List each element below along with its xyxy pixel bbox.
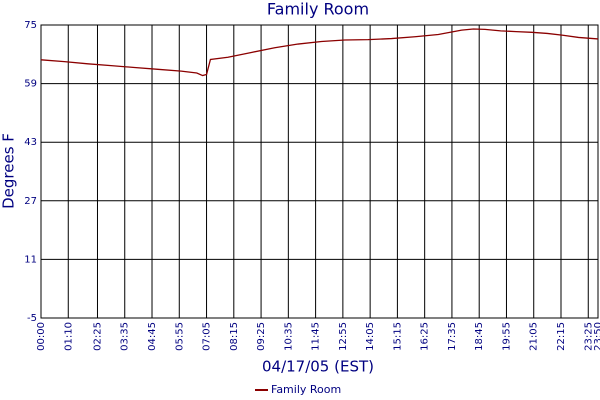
x-tick-label: 03:35 [120, 322, 131, 351]
x-tick-label: 23:25 [583, 322, 594, 351]
x-tick-label: 10:35 [283, 322, 294, 351]
y-tick-label: 43 [24, 137, 37, 148]
y-tick-label: 75 [24, 20, 37, 31]
y-tick-label: 59 [24, 79, 37, 90]
x-tick-label: 21:05 [529, 322, 540, 351]
x-tick-label: 22:15 [556, 322, 567, 351]
x-tick-label: 01:10 [63, 322, 74, 351]
x-tick-label: 15:15 [392, 322, 403, 351]
x-tick-label: 00:00 [36, 322, 47, 351]
x-tick-label: 11:45 [311, 322, 322, 351]
x-tick-label: 04:45 [147, 322, 158, 351]
x-tick-label: 17:35 [447, 322, 458, 351]
x-axis-label: 04/17/05 (EST) [262, 358, 374, 376]
x-tick-label: 02:25 [92, 322, 103, 351]
chart-title: Family Room [267, 0, 369, 19]
x-tick-label: 16:25 [420, 322, 431, 351]
legend-label: Family Room [271, 383, 341, 396]
x-tick-label: 09:25 [256, 322, 267, 351]
x-tick-label: 19:55 [501, 322, 512, 351]
x-tick-label: 12:55 [338, 322, 349, 351]
x-tick-label: 08:15 [229, 322, 240, 351]
y-tick-label: -5 [27, 313, 37, 324]
x-tick-label: 07:05 [202, 322, 213, 351]
x-tick-label: 18:45 [474, 322, 485, 351]
x-tick-label: 14:05 [365, 322, 376, 351]
x-tick-label: 23:50 [593, 322, 600, 351]
data-line [40, 28, 599, 77]
x-tick-label: 05:55 [174, 322, 185, 351]
y-tick-label: 11 [24, 254, 37, 265]
y-axis-label: Degrees F [0, 133, 18, 209]
y-tick-label: 27 [24, 196, 37, 207]
